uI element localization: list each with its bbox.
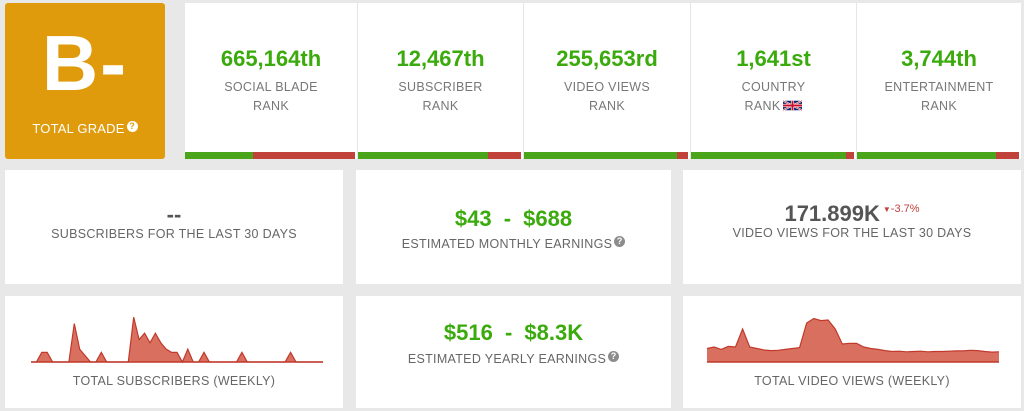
rank-bar-good [857, 152, 997, 159]
rank-label-line2: RANK [744, 99, 781, 113]
grade-label: TOTAL GRADE? [5, 121, 165, 136]
rank-label: SUBSCRIBER RANK [358, 78, 523, 116]
rank-strip: 665,164th SOCIAL BLADE RANK 12,467th SUB… [185, 3, 1021, 159]
rank-label-line1: COUNTRY [741, 80, 806, 94]
views-change-badge: ▼-3.7% [883, 203, 920, 215]
rank-value: 665,164th [220, 46, 322, 71]
rank-progress-bar [857, 152, 1019, 159]
rank-video-views: 255,653rd VIDEO VIEWS RANK [523, 3, 690, 159]
rank-social-blade: 665,164th SOCIAL BLADE RANK [185, 3, 357, 159]
yearly-earnings-separator: - [504, 320, 513, 345]
monthly-earnings-label: ESTIMATED MONTHLY EARNINGS [401, 237, 613, 251]
yearly-earnings-label-wrap: ESTIMATED YEARLY EARNINGS? [356, 351, 671, 366]
rank-label: SOCIAL BLADE RANK [185, 78, 357, 116]
rank-bar-bad [845, 152, 854, 159]
subscribers-weekly-chart-label: TOTAL SUBSCRIBERS (WEEKLY) [72, 374, 276, 388]
yearly-earnings-high: $8.3K [524, 320, 584, 345]
rank-value: 1,641st [736, 46, 811, 71]
rank-bar-bad [996, 152, 1019, 159]
help-icon[interactable]: ? [608, 351, 620, 362]
uk-flag-icon [783, 100, 803, 111]
rank-label-line2: RANK [921, 99, 957, 113]
video-views-30-days-card: 171.899K ▼-3.7% VIDEO VIEWS FOR THE LAST … [683, 170, 1021, 284]
video-views-30-days-value: 171.899K [784, 201, 880, 226]
rank-label-line2: RANK [253, 99, 289, 113]
rank-label-line2: RANK [422, 99, 459, 113]
video-views-weekly-chart-card: TOTAL VIDEO VIEWS (WEEKLY) [683, 296, 1021, 408]
rank-progress-bar [358, 152, 521, 159]
video-views-30-days-value-wrap: 171.899K ▼-3.7% [683, 201, 1021, 227]
grade-label-text: TOTAL GRADE [32, 121, 125, 136]
yearly-earnings-label: ESTIMATED YEARLY EARNINGS [407, 352, 607, 366]
rank-label-line1: VIDEO VIEWS [564, 80, 650, 94]
monthly-earnings-label-wrap: ESTIMATED MONTHLY EARNINGS? [356, 236, 671, 251]
rank-bar-good [691, 152, 846, 159]
yearly-earnings-low: $516 [443, 320, 493, 345]
rank-label-line2-wrap: RANK [691, 97, 856, 116]
rank-label-line1: SUBSCRIBER [398, 80, 483, 94]
monthly-earnings-card: $43 - $688 ESTIMATED MONTHLY EARNINGS? [356, 170, 671, 284]
monthly-earnings-value: $43 - $688 [356, 206, 671, 232]
subscribers-weekly-chart [31, 317, 323, 364]
rank-progress-bar [691, 152, 854, 159]
yearly-earnings-card: $516 - $8.3K ESTIMATED YEARLY EARNINGS? [356, 296, 671, 408]
chart-line [706, 317, 1000, 353]
rank-label-line1: SOCIAL BLADE [224, 80, 318, 94]
subscribers-30-days-label: SUBSCRIBERS FOR THE LAST 30 DAYS [51, 227, 297, 241]
video-views-30-days-label: VIDEO VIEWS FOR THE LAST 30 DAYS [732, 226, 972, 240]
monthly-earnings-high: $688 [523, 206, 573, 231]
video-views-weekly-chart [706, 317, 1000, 363]
help-icon[interactable]: ? [614, 236, 626, 247]
rank-progress-bar [185, 152, 355, 159]
rank-label: ENTERTAINMENT RANK [857, 78, 1021, 116]
rank-progress-bar [524, 152, 688, 159]
rank-bar-good [185, 152, 253, 159]
rank-subscriber: 12,467th SUBSCRIBER RANK [357, 3, 523, 159]
rank-bar-good [358, 152, 489, 159]
monthly-earnings-low: $43 [454, 206, 492, 231]
rank-value: 12,467th [396, 46, 485, 71]
grade-letter: B- [41, 19, 129, 107]
rank-value: 3,744th [901, 46, 977, 71]
caret-down-icon: ▼ [882, 205, 891, 214]
subscribers-30-days-value: -- [166, 202, 182, 227]
rank-label: VIDEO VIEWS RANK [524, 78, 690, 116]
help-icon[interactable]: ? [126, 121, 138, 132]
rank-value: 255,653rd [556, 46, 658, 71]
chart-area [707, 318, 999, 362]
rank-country: 1,641st COUNTRY RANK [690, 3, 856, 159]
subscribers-weekly-chart-card: TOTAL SUBSCRIBERS (WEEKLY) [5, 296, 343, 408]
subscribers-30-days-card: -- SUBSCRIBERS FOR THE LAST 30 DAYS [5, 170, 343, 284]
video-views-weekly-chart-label: TOTAL VIDEO VIEWS (WEEKLY) [754, 374, 950, 388]
yearly-earnings-value: $516 - $8.3K [356, 320, 671, 346]
views-change-value: -3.7% [890, 203, 920, 215]
rank-label-line1: ENTERTAINMENT [884, 80, 994, 94]
rank-bar-good [524, 152, 677, 159]
rank-label-line2: RANK [589, 99, 625, 113]
monthly-earnings-separator: - [503, 206, 512, 231]
rank-bar-bad [676, 152, 688, 159]
rank-entertainment: 3,744th ENTERTAINMENT RANK [856, 3, 1021, 159]
rank-bar-bad [488, 152, 521, 159]
total-grade-box: B- TOTAL GRADE? [5, 3, 165, 159]
rank-label: COUNTRY RANK [691, 78, 856, 116]
rank-bar-bad [253, 152, 355, 159]
